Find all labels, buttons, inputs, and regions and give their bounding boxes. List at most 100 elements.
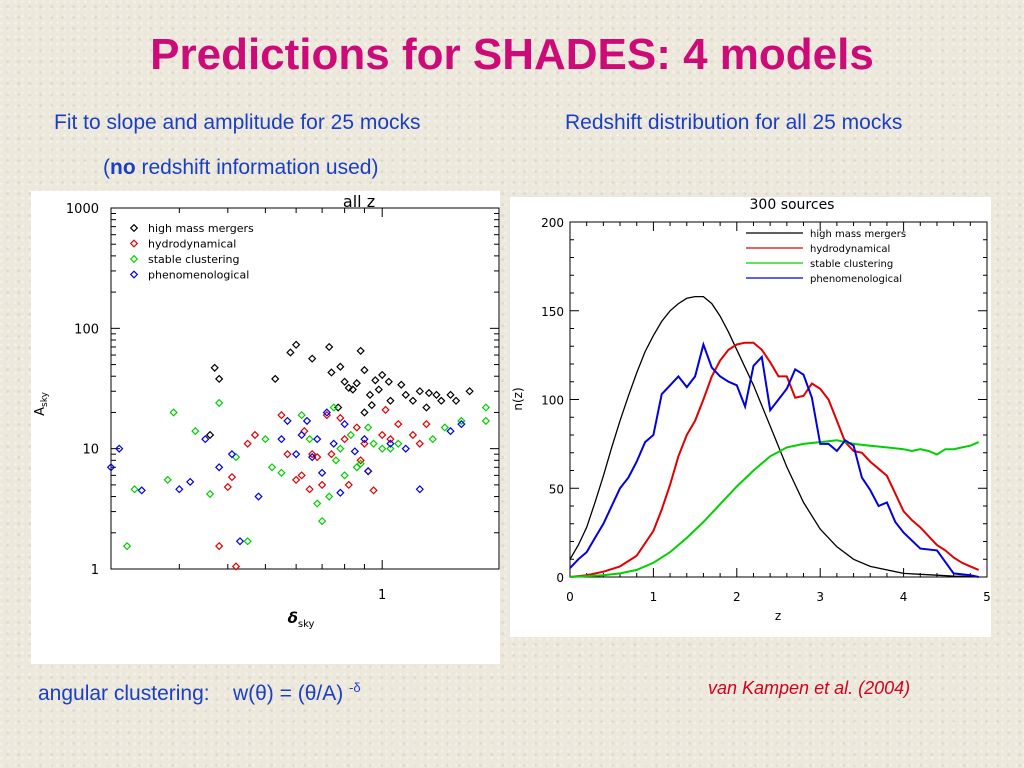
scatter-point (291, 450, 301, 459)
scatter-point (267, 463, 277, 472)
scatter-point (422, 403, 431, 412)
scatter-point (369, 439, 378, 448)
scatter-ytick-label: 100 (74, 322, 99, 337)
formula-label: angular clustering: (38, 682, 210, 705)
scatter-point (356, 456, 365, 465)
scatter-point (336, 362, 345, 371)
left-caption-line2: (no redshift information used) (103, 156, 378, 180)
scatter-point (137, 486, 146, 495)
left-caption-rest: redshift information used) (135, 156, 379, 179)
scatter-point (163, 475, 172, 485)
scatter-point (254, 492, 263, 501)
formula-exponent: -δ (349, 680, 361, 695)
scatter-point (215, 374, 224, 384)
line-ytick-label: 150 (541, 305, 564, 319)
line-legend-label: stable clustering (810, 259, 893, 270)
scatter-point (384, 377, 393, 386)
scatter-plot: all z 1 10 100 1000 1 high mass mergers hydro… (33, 192, 500, 630)
scatter-point (243, 439, 252, 448)
line-series-path (569, 295, 979, 578)
scatter-points (106, 340, 491, 571)
scatter-point (340, 471, 349, 480)
scatter-point (394, 419, 403, 429)
paren-open: ( (103, 156, 110, 179)
scatter-point (440, 423, 449, 432)
scatter-point (408, 396, 418, 405)
scatter-point (422, 419, 431, 429)
scatter-point (231, 453, 241, 462)
scatter-point (424, 388, 434, 398)
scatter-point (336, 444, 345, 453)
scatter-point (313, 499, 322, 508)
scatter-point (352, 379, 361, 388)
scatter-point (386, 434, 395, 444)
scatter-point (352, 463, 361, 472)
scatter-point (340, 419, 349, 429)
scatter-point (350, 447, 359, 456)
left-caption: Fit to slope and amplitude for 25 mocks (54, 111, 421, 134)
scatter-point (305, 434, 314, 444)
scatter-point (356, 346, 365, 355)
scatter-point (451, 396, 461, 405)
line-legend-label: hydrodynamical (810, 244, 890, 255)
scatter-point (227, 472, 237, 482)
scatter-point (344, 383, 353, 393)
scatter-legend-marker (129, 239, 139, 248)
scatter-point (397, 380, 406, 389)
line-xtick-label: 5 (983, 590, 991, 604)
line-series-path (569, 341, 980, 578)
scatter-xlabel-sub: sky (298, 619, 315, 630)
line-xtick-label: 3 (816, 590, 824, 604)
scatter-point (227, 450, 237, 459)
scatter-point (381, 405, 390, 415)
scatter-point (367, 400, 376, 410)
scatter-point (364, 467, 373, 476)
scatter-point (291, 475, 301, 485)
scatter-point (457, 416, 466, 426)
scatter-xlabel: δsky (288, 609, 315, 630)
scatter-legend-marker (129, 223, 139, 233)
scatter-point (378, 444, 387, 453)
scatter-point (327, 450, 336, 459)
scatter-point (340, 434, 349, 444)
scatter-ytick-label: 10 (82, 443, 99, 458)
formula-main: w(θ) = (θ/A) (232, 682, 344, 705)
scatter-point (331, 456, 341, 465)
scatter-frame (110, 207, 500, 570)
scatter-point (175, 485, 184, 494)
scatter-point (297, 471, 306, 480)
scatter-ytick-label: 1 (91, 563, 99, 578)
scatter-point (297, 410, 306, 420)
line-ytick-label: 100 (541, 394, 564, 408)
scatter-point (308, 453, 317, 462)
scatter-legend-label: phenomenological (148, 269, 249, 282)
scatter-point (223, 482, 232, 492)
scatter-xlabel-main: δ (288, 609, 298, 627)
scatter-point (286, 348, 295, 357)
scatter-point (346, 430, 355, 440)
line-legend-label: phenomenological (810, 274, 902, 285)
scatter-xtick-label: 1 (378, 588, 386, 603)
line-ytick-label: 0 (556, 571, 564, 585)
scatter-point (401, 390, 410, 400)
scatter-point (348, 385, 357, 394)
line-legend-label: high mass mergers (810, 229, 906, 240)
scatter-point (336, 413, 345, 423)
scatter-point (360, 408, 369, 417)
scatter-point (277, 410, 286, 420)
line-ytick-label: 50 (549, 482, 564, 496)
scatter-point (169, 408, 178, 417)
line-ticks: 0 50 100 150 200 0 1 2 3 4 5 (541, 216, 991, 604)
scatter-point (277, 468, 286, 477)
scatter-point (215, 541, 224, 551)
scatter-point (371, 376, 380, 385)
line-ylabel: n(z) (511, 387, 525, 410)
scatter-point (386, 439, 395, 448)
scatter-point (329, 403, 338, 412)
scatter-point (215, 463, 224, 472)
scatter-point (352, 423, 361, 432)
scatter-point (302, 416, 312, 426)
line-xtick-label: 1 (650, 590, 658, 604)
scatter-point (186, 477, 195, 486)
scatter-point (322, 408, 331, 417)
